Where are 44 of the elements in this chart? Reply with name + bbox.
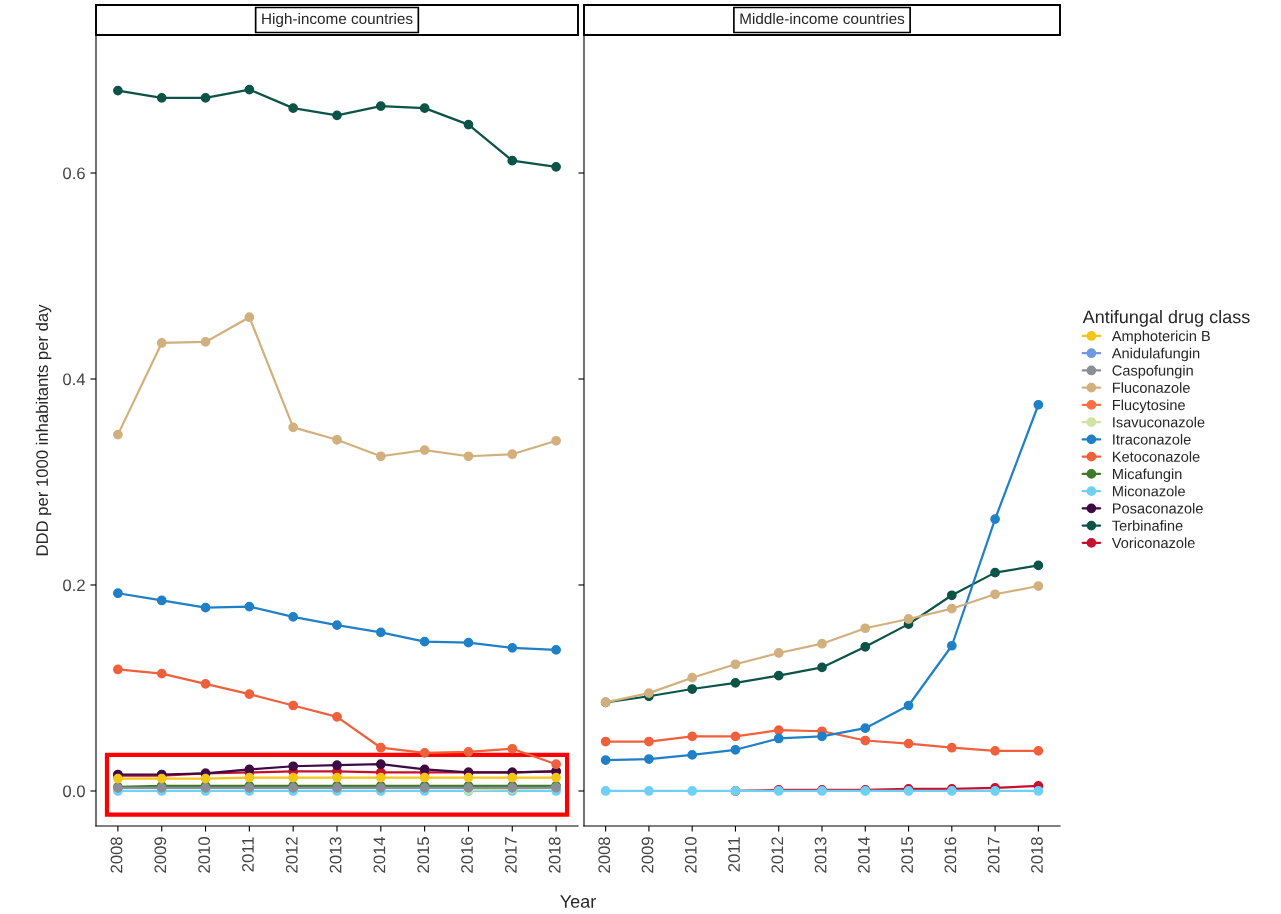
- x-tick-label: 2017: [504, 837, 517, 873]
- x-tick-label: 2013: [814, 837, 827, 873]
- x-tick-label: 2016: [944, 837, 957, 873]
- x-tick-label: 2015: [901, 837, 914, 873]
- x-tick-label: 2018: [548, 837, 561, 873]
- x-tick-label: 2012: [285, 837, 298, 873]
- y-tick-label: 0.6: [63, 167, 85, 180]
- x-tick-label: 2009: [154, 837, 167, 873]
- x-tick-label: 2014: [857, 836, 870, 873]
- legend-label: Fluconazole: [1113, 382, 1190, 393]
- x-tick-label: 2016: [461, 837, 473, 873]
- legend-label: Amphotericin B: [1111, 330, 1210, 345]
- legend-label: Miconazole: [1113, 485, 1185, 497]
- legend-label: Voriconazole: [1111, 537, 1195, 549]
- x-tick-label: 2008: [598, 837, 611, 873]
- legend-title: Antifungal drug class: [1082, 310, 1250, 327]
- legend-label: Anidulafungin: [1111, 347, 1200, 362]
- x-tick-label: 2015: [417, 837, 430, 873]
- legend-label: Posaconazole: [1113, 502, 1203, 514]
- legend-label: Flucytosine: [1113, 399, 1185, 414]
- y-tick-label: 0.2: [63, 579, 85, 592]
- x-tick-label: 2010: [198, 837, 211, 873]
- legend-label: Caspofungin: [1112, 364, 1193, 379]
- x-tick-label: 2010: [684, 837, 697, 873]
- chart-title: High-income countries: [262, 12, 413, 28]
- x-tick-label: 2018: [1031, 837, 1043, 873]
- x-tick-label: 2012: [771, 837, 784, 873]
- y-axis-title: DDD per 1000 inhabitants per day: [35, 304, 52, 556]
- x-tick-label: 2011: [728, 837, 740, 872]
- x-tick-label: 2011: [242, 837, 254, 872]
- legend-label: Micafungin: [1113, 468, 1182, 483]
- legend-label: Isavuconazole: [1113, 416, 1205, 428]
- x-tick-label: 2013: [329, 837, 342, 873]
- x-tick-label: 2009: [641, 837, 654, 873]
- y-tick-label: 0.4: [63, 373, 86, 386]
- x-tick-label: 2017: [987, 837, 1000, 873]
- x-tick-label: 2008: [110, 837, 123, 873]
- y-tick-label: 0.0: [63, 785, 85, 798]
- legend-label: Itraconazole: [1113, 433, 1191, 445]
- legend-label: Ketoconazole: [1113, 451, 1200, 462]
- x-axis-title: Year: [560, 895, 596, 908]
- chart-title: Middle-income countries: [740, 12, 905, 25]
- x-tick-label: 2014: [373, 836, 386, 873]
- legend-label: Terbinafine: [1112, 520, 1183, 531]
